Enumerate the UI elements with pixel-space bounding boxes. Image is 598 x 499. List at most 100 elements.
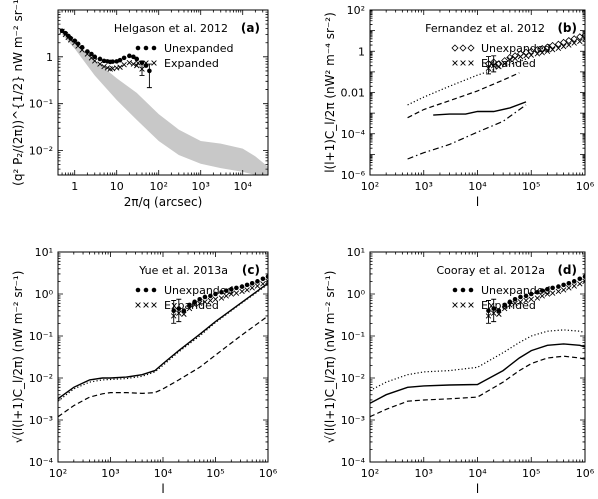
data-point: [228, 291, 235, 297]
x-tick-label: 10⁶: [576, 180, 595, 193]
legend-label: Unexpanded: [481, 284, 551, 297]
y-axis-label: √(l(l+1)C_l/2π) (nW m⁻² sr⁻¹): [323, 271, 337, 444]
data-point: [192, 299, 197, 305]
legend-marker: [151, 45, 157, 51]
data-point: [576, 33, 584, 41]
x-tick-label: 10⁵: [522, 180, 540, 193]
axis-ticks: [57, 251, 269, 463]
axes-frame: [57, 9, 269, 176]
model-curve-dotted: [370, 329, 585, 392]
x-axis-label: l: [476, 482, 479, 496]
legend-marker: [452, 60, 458, 66]
data-point: [265, 278, 268, 285]
legend-marker: [143, 45, 149, 51]
legend-marker: [143, 60, 149, 66]
panel-title: Fernandez et al. 2012: [425, 22, 545, 35]
uncertainty-band: [62, 32, 268, 175]
data-point: [496, 308, 502, 314]
data-point: [202, 299, 208, 305]
data-point: [97, 61, 103, 67]
data-point: [219, 289, 224, 295]
model-curve-dashed: [58, 315, 268, 418]
panel-tag: (c): [242, 263, 260, 277]
series-expanded: [485, 278, 585, 319]
x-tick-label: 10³: [415, 467, 433, 480]
data-point: [104, 65, 111, 71]
data-point: [244, 282, 250, 288]
y-tick-label: 10⁻⁴: [341, 128, 366, 141]
data-point: [501, 305, 508, 312]
x-axis-label: 2π/q (arcsec): [124, 195, 203, 209]
x-tick-label: 10: [110, 180, 124, 193]
data-point: [502, 302, 507, 308]
x-tick-label: 10²: [49, 467, 67, 480]
y-tick-label: 10⁰: [35, 288, 54, 301]
x-tick-label: 10⁵: [206, 467, 224, 480]
error-bar: [146, 63, 152, 89]
data-point: [539, 293, 545, 299]
data-point: [528, 291, 534, 297]
chart-panel-a: 1 10 10² 10³ 10⁴ 10⁻² 10⁻¹ 1 2π/q (arcsec) (q² P₂…: [11, 0, 269, 209]
data-point: [523, 293, 529, 299]
y-tick-label: 1: [358, 45, 365, 58]
data-point: [517, 53, 524, 60]
model-curve-dashdot: [407, 104, 527, 160]
x-tick-label: 10²: [361, 467, 379, 480]
data-point: [549, 41, 557, 50]
data-point: [523, 297, 529, 304]
y-axis-label: √(l(l+1)C_l/2π) (nW m⁻² sr⁻¹): [11, 271, 25, 444]
data-point: [577, 38, 583, 45]
error-bar: [176, 298, 182, 323]
y-tick-label: 1: [46, 51, 53, 64]
y-tick-label: 10²: [347, 4, 365, 17]
data-point: [212, 296, 219, 302]
data-point: [570, 35, 578, 43]
x-tick-label: 10²: [150, 180, 168, 193]
data-point: [101, 63, 107, 70]
data-point: [218, 295, 225, 301]
chart-panel-c: 10² 10³ 10⁴ 10⁵ 10⁶ 10⁻⁴ 10⁻³ 10⁻² 10⁻¹ 10⁰ 10¹ l √(…: [11, 246, 278, 496]
data-point: [534, 295, 541, 301]
panel-tag: (d): [557, 263, 577, 277]
x-tick-label: 10⁴: [468, 180, 487, 193]
model-curve-solid: [58, 282, 268, 400]
y-tick-label: 10⁻¹: [29, 330, 53, 343]
series-unexpanded: [484, 31, 585, 68]
legend-marker: [151, 287, 157, 293]
data-point: [117, 64, 123, 70]
data-point: [549, 46, 556, 53]
legend-marker: [452, 302, 458, 308]
legend-marker: [460, 287, 466, 293]
y-tick-label: 10⁻⁶: [341, 169, 366, 182]
x-tick-label: 10³: [192, 180, 210, 193]
data-point: [544, 48, 551, 54]
x-tick-label: 10⁴: [154, 467, 173, 480]
error-bar: [491, 298, 497, 323]
legend-marker: [460, 60, 466, 66]
legend-label: Expanded: [164, 299, 219, 312]
data-point: [507, 299, 513, 305]
data-point: [577, 276, 583, 282]
y-tick-label: 10⁰: [347, 288, 366, 301]
data-point: [75, 43, 81, 49]
series-expanded: [59, 28, 145, 72]
model-curve-solid: [433, 101, 527, 116]
data-point: [565, 36, 573, 45]
data-point: [260, 276, 266, 282]
y-tick-label: 10⁻³: [29, 414, 53, 427]
error-bar: [485, 56, 491, 75]
data-point: [196, 300, 203, 307]
data-point: [517, 299, 524, 305]
data-point: [239, 284, 245, 289]
legend-marker: [135, 60, 141, 66]
data-point: [506, 53, 514, 62]
data-point: [110, 59, 115, 64]
x-tick-label: 1: [71, 180, 78, 193]
legend-marker: [135, 302, 141, 308]
data-point: [75, 41, 81, 47]
data-point: [234, 285, 239, 291]
legend: Unexpanded Expanded: [452, 284, 551, 312]
error-bar: [491, 55, 497, 73]
data-point: [181, 311, 187, 317]
